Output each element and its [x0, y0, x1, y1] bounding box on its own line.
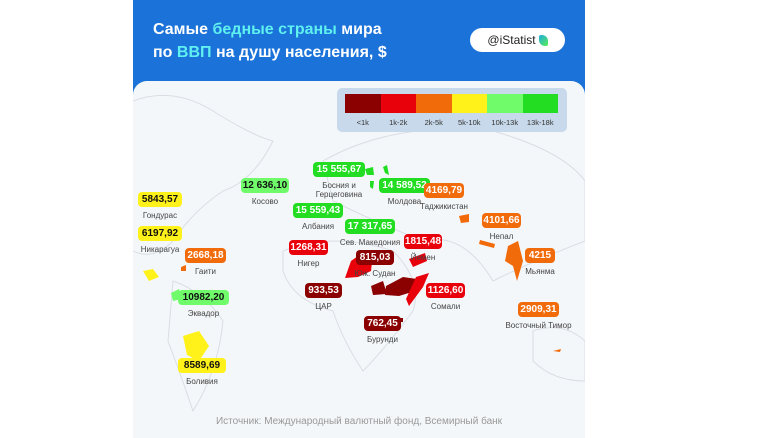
- tajikistan-shape: [459, 214, 469, 223]
- title-text: на душу населения, $: [211, 44, 387, 61]
- yemen-shape: [409, 253, 427, 267]
- country-name: Косово: [251, 197, 279, 206]
- legend-swatch: [487, 94, 523, 113]
- country-name: Бурунди: [367, 335, 398, 344]
- title-highlight: бедные страны: [212, 21, 337, 38]
- country-name: Таджикистан: [420, 202, 468, 211]
- value-badge: 14 589,52: [379, 178, 430, 193]
- legend-label: 13k-18k: [526, 118, 554, 127]
- country-name: Албания: [301, 222, 335, 231]
- country-name: Непал: [489, 232, 514, 241]
- country-name: Эквадор: [187, 309, 220, 318]
- country-name: Йемен: [410, 253, 436, 262]
- country-name: Никарагуа: [140, 245, 180, 254]
- legend-label: 1k-2k: [389, 118, 408, 127]
- nepal-shape: [479, 240, 495, 248]
- legend-swatch: [416, 94, 452, 113]
- value-badge: 10982,20: [178, 290, 229, 305]
- world-map: <1k 1k-2k 2k-5k 5k-10k 10k-13k 13k-18k 12 636…: [133, 81, 585, 438]
- country-name: Босния и Герцеговина: [315, 181, 363, 199]
- value-badge: 1268,31: [289, 240, 328, 255]
- value-badge: 2909,31: [518, 302, 559, 317]
- value-badge: 15 555,67: [313, 162, 365, 177]
- value-badge: 1815,48: [404, 234, 442, 249]
- legend-swatch: [451, 94, 487, 113]
- honduras-shape: [143, 269, 159, 281]
- south-sudan-shape: [385, 277, 417, 296]
- somalia-shape: [406, 273, 429, 306]
- country-name: Гаити: [195, 267, 216, 276]
- country-name: Сев. Македония: [339, 238, 401, 247]
- legend-label: 5k-10k: [457, 118, 481, 127]
- country-name: Молдова: [387, 197, 422, 206]
- infographic-card: Самые бедные страны мира по ВВП на душу …: [133, 0, 585, 438]
- brand-logo-icon: [538, 34, 548, 46]
- value-badge: 2668,18: [185, 248, 226, 263]
- myanmar-shape: [505, 241, 523, 281]
- color-legend: <1k 1k-2k 2k-5k 5k-10k 10k-13k 13k-18k: [337, 88, 567, 132]
- value-badge: 15 559,43: [293, 203, 343, 218]
- source-note: Источник: Международный валютный фонд, В…: [215, 416, 503, 427]
- legend-swatch: [522, 94, 558, 113]
- value-badge: 6197,92: [138, 226, 182, 241]
- value-badge: 933,53: [305, 283, 342, 298]
- title-text: по: [153, 44, 177, 61]
- east-timor-shape: [553, 349, 561, 352]
- legend-label: 10k-13k: [491, 118, 519, 127]
- legend-label: <1k: [356, 118, 369, 127]
- australia-outline: [532, 327, 585, 382]
- page-title: Самые бедные страны мира по ВВП на душу …: [153, 18, 387, 64]
- country-name: ЦАР: [315, 302, 332, 311]
- country-name: Восточный Тимор: [505, 321, 572, 330]
- value-badge: 17 317,65: [345, 219, 395, 234]
- title-text: Самые: [153, 21, 213, 38]
- value-badge: 5843,57: [138, 192, 182, 207]
- country-name: Сомали: [430, 302, 461, 311]
- value-badge: 8589,69: [178, 358, 226, 373]
- haiti-shape: [181, 265, 186, 271]
- country-name: Юж. Судан: [354, 269, 396, 278]
- legend-swatch: [380, 94, 416, 113]
- value-badge: 815,03: [356, 250, 394, 265]
- country-name: Гондурас: [142, 211, 178, 220]
- bolivia-shape: [183, 331, 209, 361]
- value-badge: 4101,66: [482, 213, 521, 228]
- legend-swatch: [345, 94, 381, 113]
- north-america-outline: [133, 94, 274, 255]
- brand-badge: @iStatist: [470, 28, 565, 52]
- value-badge: 4215: [525, 248, 555, 263]
- value-badge: 1126,60: [426, 283, 465, 298]
- country-name: Нигер: [297, 259, 320, 268]
- value-badge: 4169,79: [424, 183, 464, 198]
- legend-label: 2k-5k: [424, 118, 443, 127]
- country-name: Боливия: [186, 377, 218, 386]
- bosnia-shape: [365, 167, 374, 175]
- value-badge: 12 636,10: [241, 178, 289, 193]
- title-highlight: ВВП: [176, 44, 212, 61]
- moldova-shape: [383, 165, 389, 175]
- africa-outline: [282, 240, 416, 372]
- brand-text: @iStatist: [487, 33, 536, 47]
- albania-shape: [370, 181, 374, 189]
- value-badge: 762,45: [364, 316, 401, 331]
- car-shape: [371, 281, 387, 295]
- country-name: Мьянма: [525, 267, 555, 276]
- title-text: мира: [336, 21, 382, 38]
